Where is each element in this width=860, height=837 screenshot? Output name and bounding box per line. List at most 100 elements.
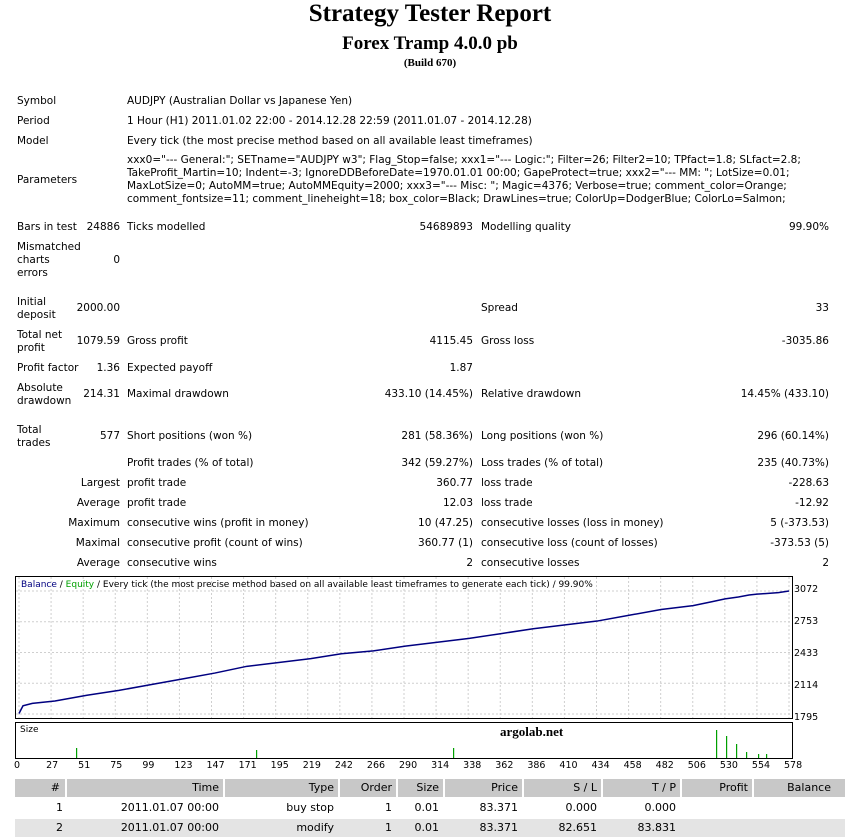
gross-loss-label: Gross loss	[481, 335, 535, 347]
col-num-label: #	[50, 781, 60, 794]
expert-name: Forex Tramp 4.0.0 pb	[342, 33, 518, 54]
x-tick-label: 27	[46, 760, 59, 771]
ptrades-value: 342 (59.27%)	[401, 457, 473, 469]
net-label-2: profit	[17, 342, 45, 354]
deposit-label-1: Initial	[17, 296, 47, 308]
cell-size: 0.01	[414, 821, 440, 834]
average-lt-value: -12.92	[795, 497, 829, 509]
average-pt-label: profit trade	[127, 497, 187, 509]
x-tick-label: 75	[110, 760, 123, 771]
x-tick-label: 458	[623, 760, 642, 771]
col-price-label: Price	[491, 781, 518, 794]
legend-sep: /	[56, 580, 66, 590]
col-size-label: Size	[416, 781, 439, 794]
y-tick-label: 2433	[794, 648, 819, 659]
symbol-value: AUDJPY (Australian Dollar vs Japanese Ye…	[127, 95, 353, 107]
cell-time: 2011.01.07 00:00	[120, 821, 219, 834]
deposit-value: 2000.00	[76, 302, 120, 314]
ptrades-label: Profit trades (% of total)	[127, 457, 254, 469]
absdd-label-1: Absolute	[17, 382, 63, 394]
avg-cw-label: consecutive wins	[127, 557, 217, 569]
trades-label-1: Total	[17, 424, 42, 436]
x-tick-label: 123	[174, 760, 193, 771]
x-tick-label: 99	[142, 760, 155, 771]
size-bar	[726, 736, 728, 758]
max-cw-value: 10 (47.25)	[418, 517, 473, 529]
ltrades-value: 235 (40.73%)	[757, 457, 829, 469]
absdd-label-2: drawdown	[17, 395, 72, 407]
parameters-label: Parameters	[17, 174, 78, 186]
reldd-value: 14.45% (433.10)	[740, 388, 829, 400]
y-tick-label: 2114	[794, 680, 819, 691]
size-bar	[76, 748, 78, 758]
net-label-1: Total net	[17, 329, 63, 341]
cell-type: modify	[296, 821, 334, 834]
col-header-size: Size	[398, 779, 443, 797]
col-header-price: Price	[445, 779, 522, 797]
x-tick-label: 338	[463, 760, 482, 771]
report-title: Strategy Tester Report	[308, 0, 552, 27]
largest-label: Largest	[80, 477, 120, 489]
period-label: Period	[17, 115, 50, 127]
x-tick-label: 51	[78, 760, 91, 771]
spread-label: Spread	[481, 302, 518, 314]
maximal-label: Maximal	[75, 537, 120, 549]
cell-num: 2	[56, 821, 63, 834]
largest-lt-value: -228.63	[788, 477, 829, 489]
x-tick-label: 434	[591, 760, 610, 771]
bars-value: 24886	[86, 221, 120, 233]
col-time-label: Time	[192, 781, 219, 794]
col-header-type: Type	[225, 779, 338, 797]
size-bar	[256, 750, 258, 758]
max-cw-label: consecutive wins (profit in money)	[127, 517, 309, 529]
balance-chart-svg	[16, 577, 792, 718]
avg-cl-label: consecutive losses	[481, 557, 580, 569]
maxdd-value: 433.10 (14.45%)	[384, 388, 473, 400]
x-tick-label: 0	[14, 760, 21, 771]
max-cl-value: 5 (-373.53)	[770, 517, 829, 529]
largest-pt-value: 360.77	[436, 477, 473, 489]
largest-lt-label: loss trade	[481, 477, 533, 489]
x-tick-label: 219	[302, 760, 321, 771]
x-tick-label: 530	[719, 760, 738, 771]
x-tick-label: 314	[431, 760, 450, 771]
legend-description: / Every tick (the most precise method ba…	[94, 580, 593, 590]
x-tick-label: 266	[366, 760, 386, 771]
y-tick-label: 2753	[794, 616, 819, 627]
cell-time: 2011.01.07 00:00	[120, 801, 219, 814]
net-value: 1079.59	[76, 335, 120, 347]
pf-label: Profit factor	[17, 362, 79, 374]
size-bar	[746, 752, 748, 758]
period-value: 1 Hour (H1) 2011.01.02 22:00 - 2014.12.2…	[127, 115, 532, 127]
col-tp-label: T / P	[651, 781, 676, 794]
spread-value: 33	[815, 302, 829, 314]
x-tick-label: 554	[751, 760, 771, 771]
cell-num: 1	[56, 801, 63, 814]
mismatch-label-2: charts	[17, 254, 50, 266]
short-value: 281 (58.36%)	[401, 430, 473, 442]
average-lt-label: loss trade	[481, 497, 533, 509]
deposit-label-2: deposit	[17, 309, 56, 321]
ticks-value: 54689893	[419, 221, 473, 233]
x-tick-label: 506	[687, 760, 706, 771]
gross-profit-label: Gross profit	[127, 335, 188, 347]
size-bar	[716, 730, 718, 758]
avg-cl-value: 2	[822, 557, 829, 569]
x-tick-label: 410	[559, 760, 578, 771]
long-value: 296 (60.14%)	[757, 430, 829, 442]
maxdd-label: Maximal drawdown	[127, 388, 229, 400]
cell-order: 1	[385, 801, 392, 814]
average-pt-value: 12.03	[442, 497, 473, 509]
cell-tp: 0.000	[644, 801, 677, 814]
legend-equity: Equity	[65, 580, 95, 590]
cell-size: 0.01	[414, 801, 440, 814]
max-cl-label: consecutive losses (loss in money)	[481, 517, 664, 529]
col-sl-label: S / L	[573, 781, 597, 794]
size-label: Size	[20, 725, 39, 735]
col-header-tp: T / P	[603, 779, 680, 797]
long-label: Long positions (won %)	[481, 430, 604, 442]
quality-label: Modelling quality	[481, 221, 571, 233]
x-tick-label: 386	[527, 760, 546, 771]
balance-chart: Balance / Equity / Every tick (the most …	[15, 576, 793, 719]
size-chart-svg	[76, 730, 768, 758]
